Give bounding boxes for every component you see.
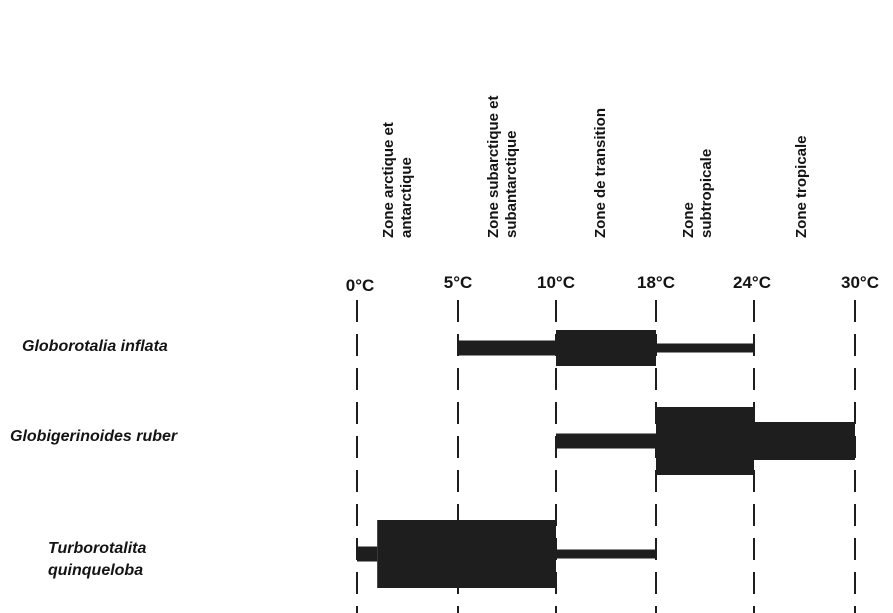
abundance-bar-1-2 — [754, 422, 855, 460]
abundance-bar-2-2 — [556, 549, 656, 559]
abundance-bar-0-2 — [656, 343, 754, 353]
abundance-bar-0-1 — [556, 330, 656, 366]
temp-label-30: 30°C — [841, 273, 879, 292]
zone-label-tropical: Zone tropicale — [793, 135, 810, 238]
temp-label-5: 5°C — [443, 273, 473, 292]
zone-label-subarctic: Zone subarctique et subantarctique — [485, 95, 520, 238]
species-label-globorotalia: Globorotalia inflata — [22, 338, 168, 355]
abundance-bar-1-1 — [656, 407, 754, 475]
zone-label-subtropical: Zone subtropicale — [680, 148, 715, 238]
temp-label-0: 0°C — [345, 276, 375, 295]
temp-label-10: 10°C — [537, 273, 575, 292]
temp-label-18: 18°C — [637, 273, 675, 292]
species-label-globigerinoides: Globigerinoides ruber — [10, 428, 178, 445]
zone-label-arctic: Zone arctique et antarctique — [380, 122, 415, 238]
abundance-bar-2-1 — [377, 520, 556, 588]
abundance-bar-0-0 — [458, 340, 556, 356]
species-label-turborotalita: Turborotalita quinqueloba — [48, 540, 147, 579]
temp-label-24: 24°C — [733, 273, 771, 292]
zone-label-transition: Zone de transition — [592, 107, 609, 238]
abundance-bar-1-0 — [556, 433, 656, 449]
abundance-bar-2-0 — [357, 546, 378, 562]
